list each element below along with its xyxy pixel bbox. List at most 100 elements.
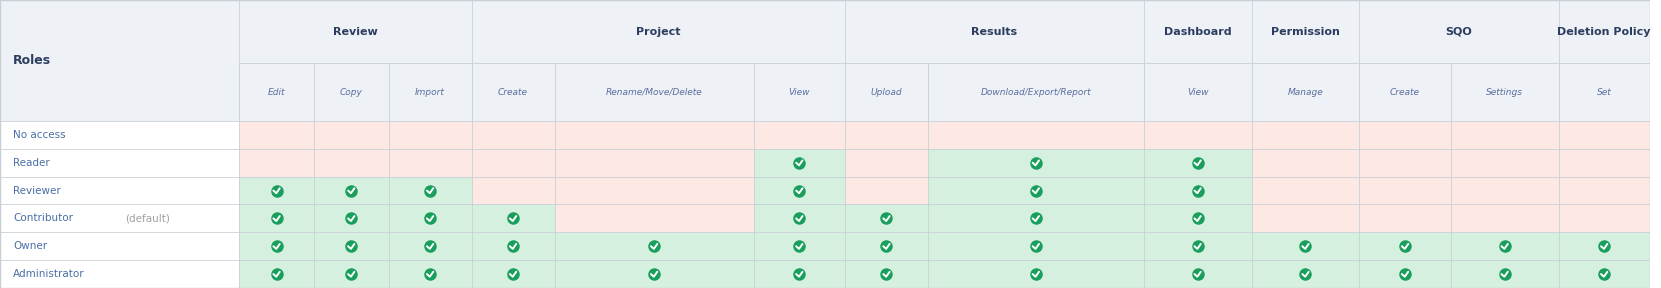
Bar	[555, 63, 754, 121]
Bar	[0, 204, 239, 232]
Bar	[389, 121, 472, 149]
Text: Review: Review	[332, 27, 377, 37]
Bar	[472, 260, 555, 288]
Bar	[1251, 121, 1359, 149]
Bar	[1450, 204, 1558, 232]
Bar	[1450, 121, 1558, 149]
Bar	[1450, 63, 1558, 121]
Bar	[845, 260, 928, 288]
Bar	[1359, 149, 1450, 177]
Bar	[1450, 149, 1558, 177]
Bar	[845, 177, 928, 204]
Text: Settings: Settings	[1487, 88, 1523, 97]
Text: Deletion Policy: Deletion Policy	[1558, 27, 1651, 37]
Text: (default): (default)	[125, 213, 171, 223]
Bar	[555, 260, 754, 288]
Bar	[754, 260, 845, 288]
Bar	[555, 232, 754, 260]
Bar	[1359, 204, 1450, 232]
Bar	[389, 177, 472, 204]
Bar	[555, 204, 754, 232]
Bar	[472, 0, 845, 63]
Text: Contributor: Contributor	[13, 213, 73, 223]
Bar	[1359, 121, 1450, 149]
Bar	[1558, 232, 1649, 260]
Bar	[239, 232, 314, 260]
Text: No access: No access	[13, 130, 66, 140]
Bar	[1251, 260, 1359, 288]
Text: Roles: Roles	[13, 54, 51, 67]
Bar	[754, 204, 845, 232]
Bar	[239, 63, 314, 121]
Bar	[389, 204, 472, 232]
Bar	[754, 232, 845, 260]
Bar	[1558, 63, 1649, 121]
Bar	[1450, 177, 1558, 204]
Bar	[754, 63, 845, 121]
Text: Upload: Upload	[870, 88, 902, 97]
Bar	[472, 121, 555, 149]
Bar	[1144, 63, 1251, 121]
Bar	[1359, 0, 1558, 63]
Text: Owner: Owner	[13, 241, 47, 251]
Text: Rename/Move/Delete: Rename/Move/Delete	[606, 88, 703, 97]
Text: Administrator: Administrator	[13, 269, 85, 279]
Bar	[845, 204, 928, 232]
Bar	[928, 232, 1144, 260]
Bar	[928, 63, 1144, 121]
Bar	[1251, 63, 1359, 121]
Bar	[845, 232, 928, 260]
Text: Reader: Reader	[13, 158, 50, 168]
Bar	[0, 0, 239, 121]
Bar	[0, 232, 239, 260]
Bar	[928, 121, 1144, 149]
Bar	[0, 121, 239, 149]
Text: Manage: Manage	[1287, 88, 1324, 97]
Bar	[845, 149, 928, 177]
Bar	[1251, 204, 1359, 232]
Bar	[555, 177, 754, 204]
Bar	[472, 149, 555, 177]
Text: Set: Set	[1596, 88, 1611, 97]
Bar	[389, 149, 472, 177]
Bar	[845, 63, 928, 121]
Bar	[1450, 232, 1558, 260]
Bar	[1144, 232, 1251, 260]
Text: Dashboard: Dashboard	[1164, 27, 1231, 37]
Bar	[239, 260, 314, 288]
Text: View: View	[789, 88, 811, 97]
Text: Edit: Edit	[267, 88, 286, 97]
Text: Import: Import	[415, 88, 445, 97]
Bar	[0, 260, 239, 288]
Bar	[1359, 177, 1450, 204]
Bar	[1558, 260, 1649, 288]
Bar	[314, 204, 389, 232]
Bar	[314, 63, 389, 121]
Bar	[1558, 0, 1649, 63]
Text: Create: Create	[1390, 88, 1420, 97]
Bar	[1558, 204, 1649, 232]
Bar	[239, 63, 1649, 121]
Bar	[239, 121, 314, 149]
Bar	[1144, 204, 1251, 232]
Text: Results: Results	[972, 27, 1018, 37]
Bar	[472, 204, 555, 232]
Bar	[1251, 149, 1359, 177]
Bar	[555, 121, 754, 149]
Bar	[0, 177, 239, 204]
Text: Copy: Copy	[341, 88, 362, 97]
Text: Reviewer: Reviewer	[13, 185, 61, 196]
Bar	[1251, 177, 1359, 204]
Bar	[1144, 149, 1251, 177]
Bar	[472, 177, 555, 204]
Bar	[928, 204, 1144, 232]
Bar	[754, 121, 845, 149]
Text: Download/Export/Report: Download/Export/Report	[980, 88, 1091, 97]
Text: Permission: Permission	[1271, 27, 1340, 37]
Bar	[845, 121, 928, 149]
Bar	[239, 0, 472, 63]
Bar	[928, 149, 1144, 177]
Bar	[239, 149, 314, 177]
Text: Project: Project	[636, 27, 681, 37]
Bar	[1359, 63, 1450, 121]
